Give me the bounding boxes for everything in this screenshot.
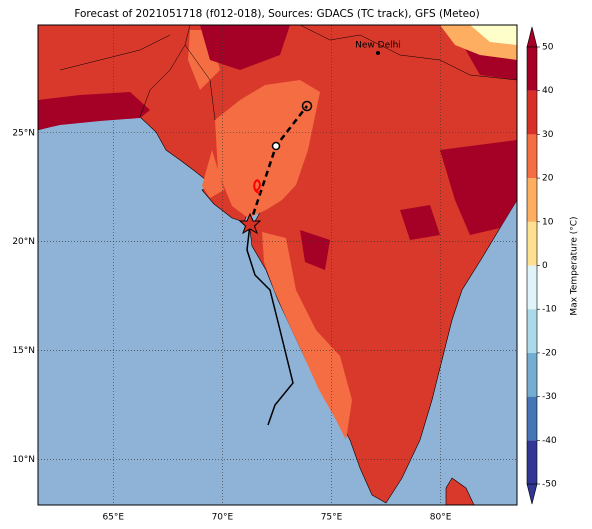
colorbar-tick-label: -10 bbox=[542, 305, 557, 315]
colorbar-tick-label: 0 bbox=[542, 261, 548, 271]
borders bbox=[59, 25, 517, 121]
colorbar-band bbox=[527, 440, 537, 484]
lat-tick-label: 15°N bbox=[12, 346, 35, 356]
title: Forecast of 2021051718 (f012-018), Sourc… bbox=[74, 8, 479, 20]
colorbar-tick-label: 20 bbox=[542, 174, 554, 184]
colorbar-tick-label: 50 bbox=[542, 43, 554, 53]
colorbar-extend-high bbox=[526, 26, 538, 48]
colorbar-band bbox=[527, 265, 537, 310]
sri-lanka bbox=[445, 477, 475, 505]
colorbar-band bbox=[527, 178, 537, 222]
map-frame bbox=[37, 24, 518, 506]
track-point bbox=[301, 100, 313, 112]
colorbar-band bbox=[527, 221, 537, 266]
lon-tick-label: 65°E bbox=[102, 513, 124, 523]
colorbar-tick-label: 30 bbox=[542, 130, 554, 140]
city-marker bbox=[376, 51, 380, 55]
colorbar-band bbox=[527, 309, 537, 353]
colorbar-band bbox=[527, 396, 537, 441]
map-area: New Delhi bbox=[38, 25, 517, 505]
lon-tick-label: 80°E bbox=[430, 513, 452, 523]
city-label: New Delhi bbox=[355, 41, 401, 51]
colorbar-tick-label: -20 bbox=[542, 348, 557, 358]
colorbar-tick-label: -40 bbox=[542, 436, 557, 446]
past-track bbox=[246, 223, 294, 426]
cold-region bbox=[470, 25, 517, 45]
colorbar: -50 -40 -30 -20 -10 0 10 20 30 40 50 bbox=[526, 26, 557, 505]
colorbar-band bbox=[527, 47, 537, 91]
track-point bbox=[271, 141, 281, 151]
lat-tick-label: 25°N bbox=[12, 128, 35, 138]
lat-tick-label: 10°N bbox=[12, 455, 35, 465]
colorbar-extend-low bbox=[526, 483, 538, 505]
lon-tick-label: 75°E bbox=[321, 513, 343, 523]
lat-tick-label: 20°N bbox=[12, 237, 35, 247]
lon-tick-label: 70°E bbox=[212, 513, 234, 523]
colorbar-tick-label: -30 bbox=[542, 392, 557, 402]
colorbar-tick-label: 40 bbox=[542, 86, 554, 96]
cyclone-icon bbox=[253, 179, 261, 194]
grid bbox=[38, 25, 517, 505]
colorbar-band bbox=[527, 134, 537, 179]
colorbar-tick-label: 10 bbox=[542, 217, 554, 227]
colorbar-tick-label: -50 bbox=[542, 480, 557, 490]
current-position bbox=[238, 212, 262, 235]
colorbar-label: Max Temperature (°C) bbox=[570, 216, 580, 315]
colorbar-band bbox=[527, 90, 537, 135]
colorbar-band bbox=[527, 352, 537, 397]
